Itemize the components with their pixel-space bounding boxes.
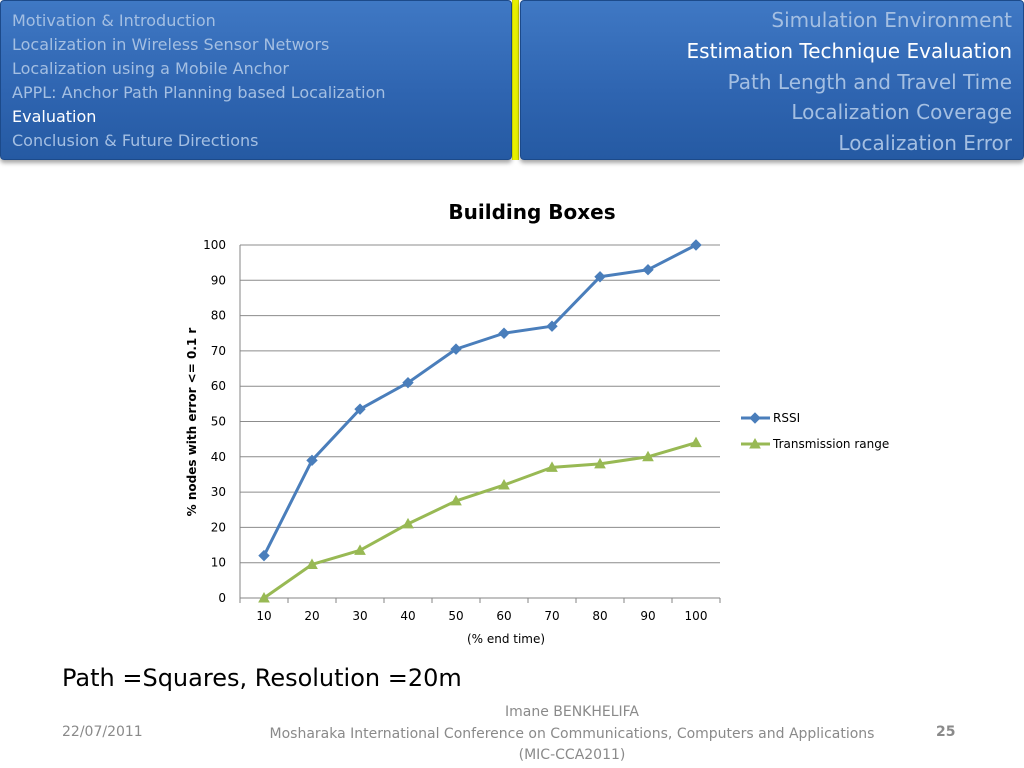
legend-marker [749,437,761,449]
x-tick-label: 50 [448,609,463,623]
data-point [450,494,462,506]
data-point [546,320,558,332]
data-point [498,479,510,490]
y-tick-label: 60 [211,379,226,393]
data-point [306,558,318,569]
chart: Building Boxes 0 10 20 30 40 50 60 70 80 90 100 10… [185,200,889,646]
legend-label: Transmission range [772,437,889,451]
series-line [263,441,697,600]
x-axis-ticks: 10 20 30 40 50 60 70 80 90 100 [239,598,721,623]
data-point [594,457,606,469]
x-tick-label: 10 [256,609,271,623]
nav-item-conclusion-future-directions[interactable]: Conclusion & Future Directions [12,131,259,150]
x-tick-label: 70 [544,609,559,623]
y-tick-label: 20 [211,520,226,534]
y-tick-label: 0 [218,591,226,605]
data-point [258,591,270,603]
chart-series [258,239,702,603]
slide-caption: Path =Squares, Resolution =20m [62,664,462,692]
series-line [262,243,697,557]
nav-item-motivation-introduction[interactable]: Motivation & Introduction [12,11,216,30]
legend-entry-rssi: RSSI [741,411,800,425]
chart-title: Building Boxes [448,200,615,224]
subnav-item-localization-error[interactable]: Localization Error [838,131,1012,156]
data-point [306,454,318,467]
data-point [642,264,654,276]
y-tick-label: 90 [211,273,226,287]
x-tick-label: 20 [304,609,319,623]
y-axis-ticks: 0 10 20 30 40 50 60 70 80 90 100 [203,238,226,605]
nav-item-localization-in-wireless-sensor-networs[interactable]: Localization in Wireless Sensor Networs [12,35,330,54]
subsection-nav-panel: Simulation Environment Estimation Techniq… [520,0,1024,160]
data-point [354,403,366,415]
footer-date: 22/07/2011 [62,724,143,740]
nav-item-localization-using-a-mobile-anchor[interactable]: Localization using a Mobile Anchor [12,59,290,78]
data-point [594,271,606,283]
subnav-item-estimation-technique-evaluation[interactable]: Estimation Technique Evaluation [686,38,1012,63]
footer-conference-short: (MIC-CCA2011) [518,747,626,763]
data-point [498,327,510,339]
subnav-item-path-length-and-travel-time[interactable]: Path Length and Travel Time [727,69,1012,94]
legend-entry-transmission-range: Transmission range [741,437,889,451]
y-tick-label: 30 [211,485,226,499]
section-nav-panel: Motivation & Introduction Localization in… [0,0,512,160]
data-point [450,343,462,355]
data-point [354,544,366,555]
data-point [546,461,558,472]
subnav-item-simulation-environment[interactable]: Simulation Environment [771,8,1012,32]
x-tick-label: 100 [685,609,708,623]
x-tick-label: 60 [496,609,511,623]
chart-grid [239,244,720,599]
x-tick-label: 90 [640,609,655,623]
footer-conference: Mosharaka International Conference on Co… [269,725,875,742]
data-point [258,549,270,562]
y-tick-label: 80 [211,309,226,323]
data-point [402,517,414,529]
y-tick-label: 10 [211,556,226,570]
data-point [690,436,702,448]
x-axis-label: (% end time) [467,632,545,646]
nav-divider [512,0,519,160]
subnav-item-localization-coverage[interactable]: Localization Coverage [791,100,1012,125]
legend-label: RSSI [773,411,800,425]
y-tick-label: 100 [203,238,226,252]
data-point [402,376,414,389]
page-number: 25 [936,724,956,740]
y-tick-label: 50 [211,415,226,429]
footer-info: Imane BENKHELIFA Mosharaka International… [262,702,882,767]
chart-legend: RSSI Transmission range [741,411,889,451]
footer-author: Imane BENKHELIFA [504,704,640,720]
x-tick-label: 30 [352,609,367,623]
series-transmission-range [258,436,702,603]
series-rssi [258,239,702,562]
y-axis-label: % nodes with error <= 0.1 r [185,328,199,517]
x-tick-label: 80 [592,609,607,623]
data-point [690,239,702,251]
nav-item-appl-anchor-path-planning-based-localization[interactable]: APPL: Anchor Path Planning based Localiz… [12,83,386,102]
nav-item-evaluation[interactable]: Evaluation [12,107,97,126]
legend-marker [749,412,761,424]
y-tick-label: 40 [211,450,226,464]
y-tick-label: 70 [211,344,226,358]
x-tick-label: 40 [400,609,415,623]
data-point [642,450,654,462]
